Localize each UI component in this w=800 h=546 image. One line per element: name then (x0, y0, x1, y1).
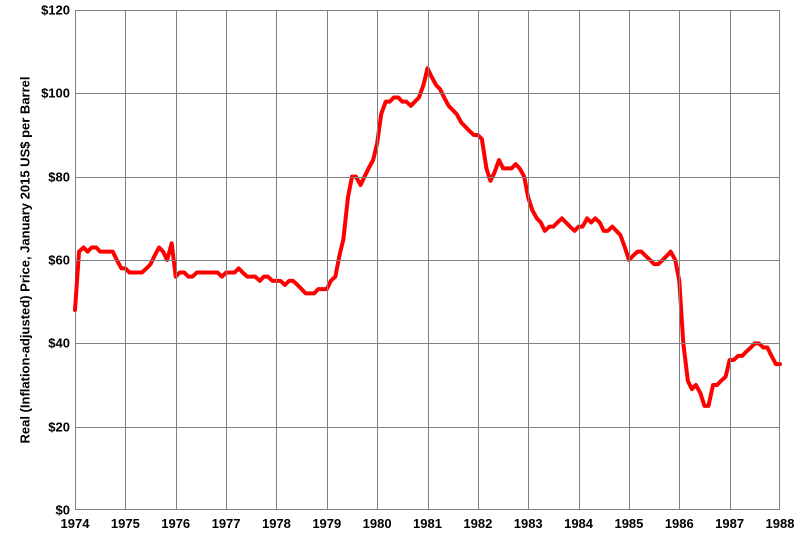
y-tick-label: $120 (30, 3, 70, 18)
grid-line-horizontal (75, 177, 780, 178)
y-tick-label: $40 (30, 336, 70, 351)
y-tick-label: $100 (30, 86, 70, 101)
grid-line-horizontal (75, 343, 780, 344)
x-tick-label: 1986 (665, 516, 694, 531)
x-tick-label: 1985 (614, 516, 643, 531)
x-tick-label: 1984 (564, 516, 593, 531)
y-tick-label: $20 (30, 419, 70, 434)
x-tick-label: 1979 (312, 516, 341, 531)
x-tick-label: 1980 (363, 516, 392, 531)
grid-line-horizontal (75, 260, 780, 261)
x-tick-label: 1983 (514, 516, 543, 531)
x-tick-label: 1981 (413, 516, 442, 531)
x-tick-label: 1978 (262, 516, 291, 531)
y-tick-label: $80 (30, 169, 70, 184)
grid-line-horizontal (75, 93, 780, 94)
x-tick-label: 1988 (766, 516, 795, 531)
x-tick-label: 1977 (212, 516, 241, 531)
grid-line-horizontal (75, 427, 780, 428)
oil-price-chart: Real (Inflation-adjusted) Price, January… (0, 0, 800, 546)
x-tick-label: 1974 (61, 516, 90, 531)
x-tick-label: 1987 (715, 516, 744, 531)
x-tick-label: 1976 (161, 516, 190, 531)
x-tick-label: 1982 (463, 516, 492, 531)
y-tick-label: $60 (30, 253, 70, 268)
x-tick-label: 1975 (111, 516, 140, 531)
y-tick-label: $0 (30, 503, 70, 518)
